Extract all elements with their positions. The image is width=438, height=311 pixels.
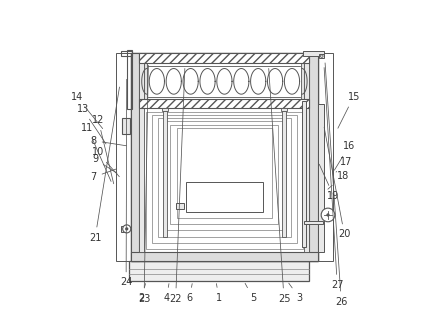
Text: 19: 19 [319,164,340,201]
Text: 10: 10 [92,147,119,177]
Bar [139,100,309,108]
Text: 11: 11 [81,123,111,181]
Text: 3: 3 [289,283,303,303]
Bar [318,53,333,261]
Bar [303,52,324,56]
Bar [127,50,132,109]
Bar [186,183,263,212]
Bar [131,252,318,261]
Bar [176,203,184,209]
Bar [139,53,309,252]
Bar [158,118,291,237]
Bar [145,63,148,100]
Bar [302,101,306,248]
Bar [301,63,304,100]
Bar [282,111,286,237]
Text: 1: 1 [216,284,222,303]
Bar [121,226,127,232]
Text: 26: 26 [325,63,347,307]
Text: 14: 14 [71,92,102,128]
Text: 22: 22 [170,68,185,304]
Bar [162,108,168,111]
Text: 8: 8 [91,136,127,146]
Text: 17: 17 [336,157,352,172]
Bar [309,53,318,261]
Bar [131,53,318,261]
Bar [131,53,139,261]
Bar [121,52,132,56]
Text: 25: 25 [269,68,290,304]
Bar [318,104,324,252]
Text: 21: 21 [89,87,120,243]
Bar [304,53,309,252]
Bar [139,53,309,63]
Circle shape [126,228,127,230]
Circle shape [123,225,131,233]
Text: 24: 24 [120,79,132,287]
Bar [319,54,324,58]
Text: 13: 13 [77,104,106,144]
Bar [152,115,297,243]
Text: 2: 2 [138,284,145,303]
Circle shape [321,208,335,222]
Bar [129,261,309,281]
Circle shape [321,55,323,57]
Text: 27: 27 [324,67,343,290]
Text: 7: 7 [91,169,117,182]
Bar [145,112,303,249]
Text: 20: 20 [324,127,350,239]
Bar [170,124,279,224]
Text: 18: 18 [328,171,349,189]
Bar [281,108,287,111]
Text: 12: 12 [92,115,114,184]
Text: 5: 5 [245,283,256,303]
Text: 16: 16 [334,141,355,170]
Text: 6: 6 [187,284,193,303]
Text: 9: 9 [92,154,117,173]
Bar [116,53,131,261]
Circle shape [327,214,329,216]
Bar [177,128,272,218]
Bar [164,121,285,230]
Bar [122,118,130,134]
Bar [139,53,145,252]
Text: 4: 4 [163,284,170,303]
Text: 15: 15 [338,92,360,128]
Bar [162,111,167,237]
Bar [304,220,323,224]
Text: 23: 23 [138,65,150,304]
